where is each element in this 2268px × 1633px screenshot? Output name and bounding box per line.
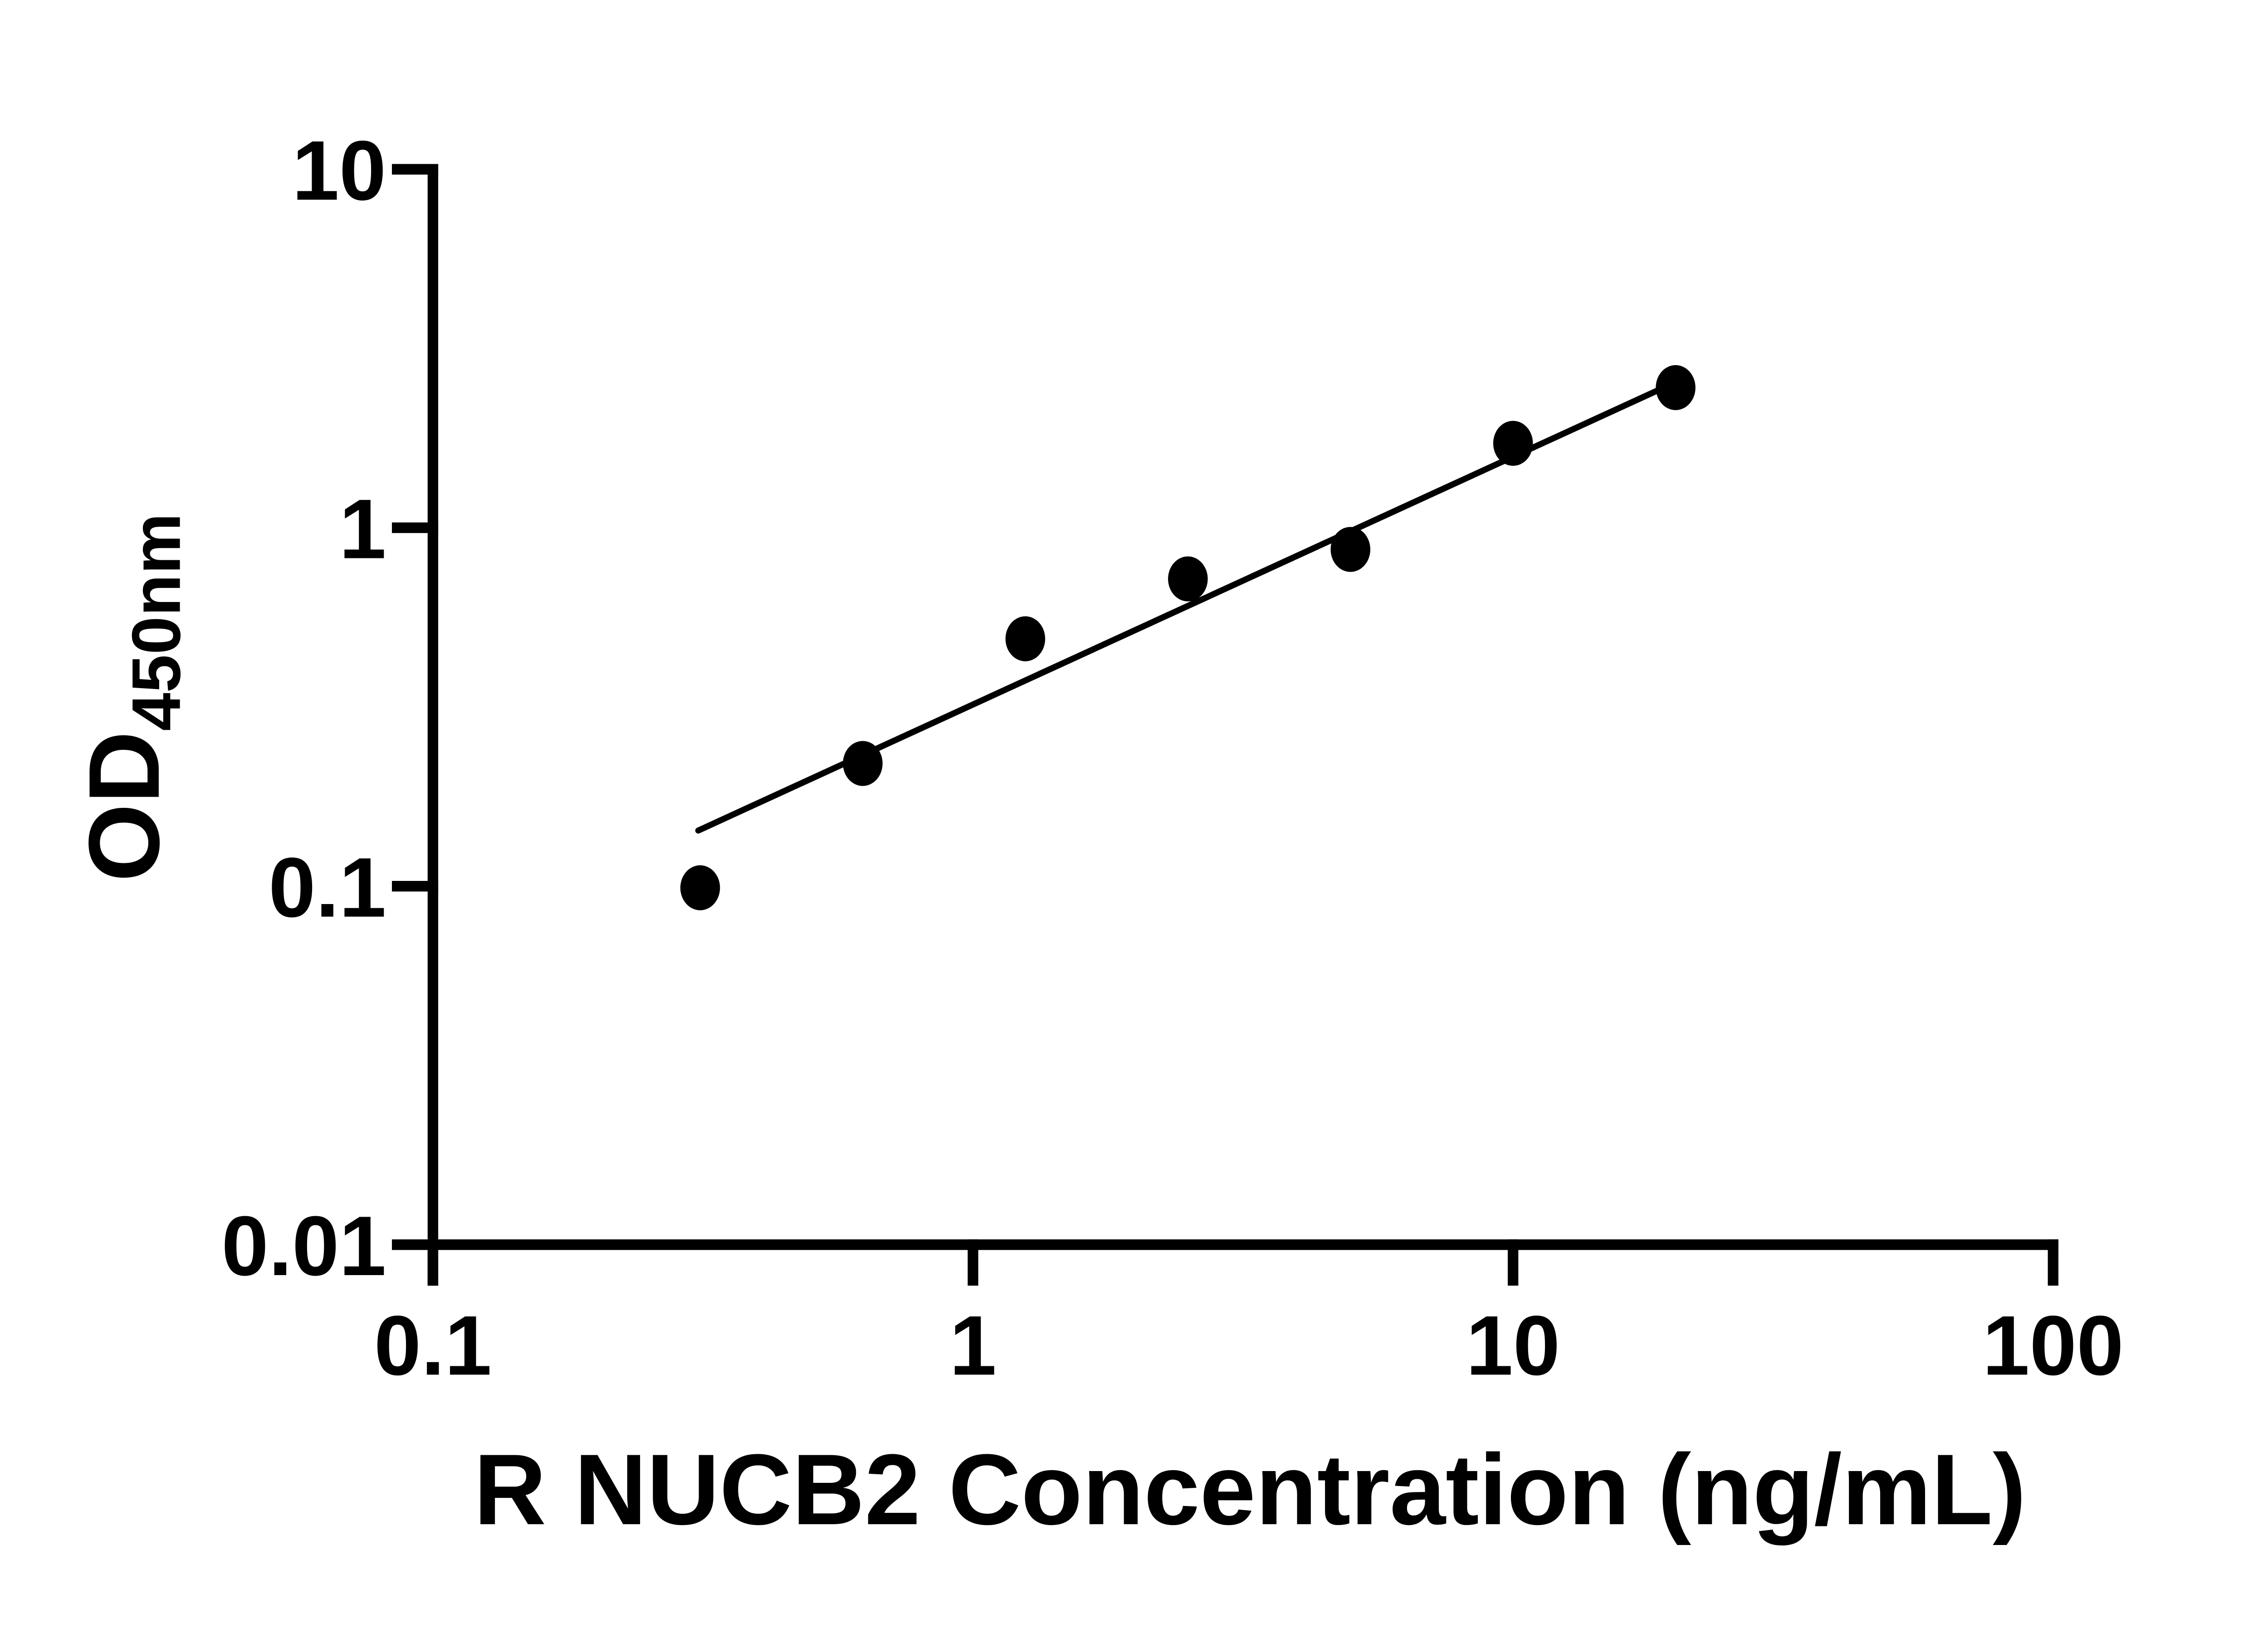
y-axis-title: OD450nm — [68, 513, 195, 882]
x-axis-tick-label-100: 100 — [1983, 1298, 2124, 1393]
x-axis-tick-label-10: 10 — [1466, 1298, 1560, 1393]
data-point-4 — [1168, 556, 1208, 601]
y-axis-title-main: OD — [68, 731, 180, 882]
data-point-7 — [1656, 365, 1696, 411]
x-axis-tick-label-0.1: 0.1 — [374, 1298, 492, 1393]
y-axis-tick-label-0.1: 0.1 — [269, 840, 386, 935]
data-point-5 — [1330, 527, 1370, 572]
x-axis-title: R NUCB2 Concentration (ng/mL) — [474, 1433, 2026, 1545]
y-axis-tick-label-1: 1 — [339, 482, 386, 577]
y-axis-tick-label-0.01: 0.01 — [221, 1198, 386, 1293]
y-axis-tick-label-10: 10 — [292, 123, 386, 218]
data-point-2 — [843, 741, 883, 786]
data-point-1 — [680, 865, 720, 910]
data-point-3 — [1005, 616, 1046, 661]
data-point-6 — [1493, 420, 1533, 466]
x-axis-tick-label-1: 1 — [949, 1298, 997, 1393]
y-axis-title-subscript: 450nm — [118, 513, 195, 731]
